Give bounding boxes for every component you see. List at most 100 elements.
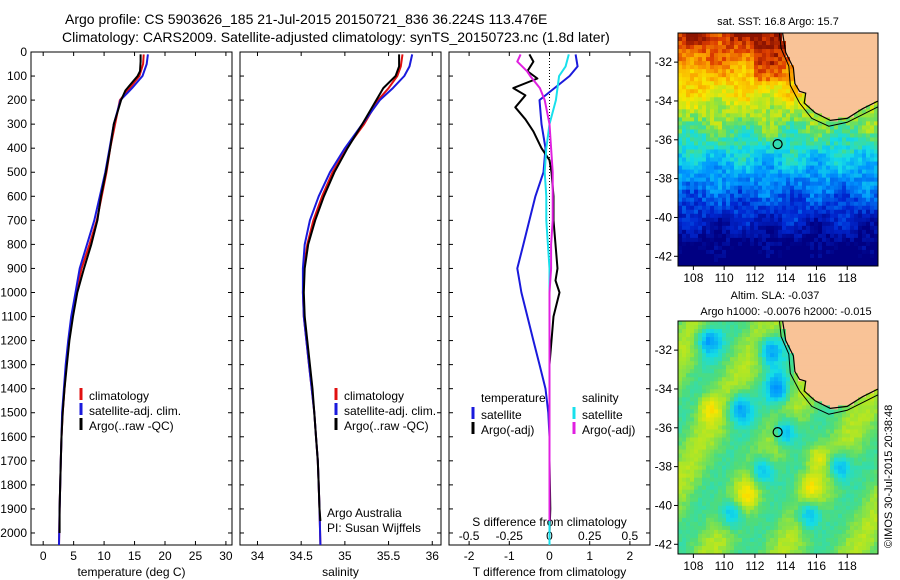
map-cell	[846, 205, 851, 211]
map-cell	[734, 533, 739, 539]
map-cell	[682, 229, 687, 235]
map-cell	[778, 257, 783, 263]
map-cell	[870, 53, 875, 58]
map-cell	[870, 69, 875, 74]
map-cell	[690, 113, 695, 118]
map-cell	[742, 73, 747, 78]
map-cell	[846, 137, 851, 142]
map-cell	[794, 133, 799, 138]
map-cell	[794, 345, 799, 350]
map-cell	[754, 529, 759, 535]
map-cell	[758, 93, 763, 98]
map-cell	[798, 485, 803, 491]
map-cell	[726, 353, 731, 358]
map-cell	[706, 461, 711, 467]
map-cell	[738, 381, 743, 386]
map-cell	[710, 225, 715, 231]
map-cell	[790, 133, 795, 138]
map-cell	[730, 61, 735, 66]
map-cell	[842, 37, 847, 42]
map-cell	[710, 397, 715, 402]
map-cell	[814, 253, 819, 259]
map-cell	[826, 97, 831, 102]
map-cell	[734, 401, 739, 406]
map-cell	[750, 185, 755, 191]
map-cell	[714, 533, 719, 539]
map-cell	[730, 69, 735, 74]
map-cell	[698, 321, 703, 326]
map-cell	[834, 197, 839, 203]
map-cell	[698, 473, 703, 479]
map-cell	[830, 165, 835, 170]
map-cell	[698, 201, 703, 207]
map-cell	[774, 129, 779, 134]
map-cell	[850, 209, 855, 215]
map-cell	[702, 33, 707, 38]
map-cell	[742, 373, 747, 378]
map-cell	[838, 33, 843, 38]
map-cell	[798, 489, 803, 495]
map-cell	[738, 225, 743, 231]
map-cell	[870, 129, 875, 134]
map-cell	[694, 513, 699, 519]
map-cell	[778, 365, 783, 370]
map-cell	[874, 197, 879, 203]
map-cell	[798, 233, 803, 239]
header-line2: Climatology: CARS2009. Satellite-adjuste…	[62, 29, 610, 45]
map-cell	[710, 201, 715, 207]
map-cell	[846, 229, 851, 235]
map-cell	[682, 93, 687, 98]
map-cell	[774, 417, 779, 422]
map-cell	[802, 177, 807, 183]
map-cell	[786, 125, 791, 130]
map-cell	[774, 345, 779, 350]
map-cell	[794, 413, 799, 418]
map-cell	[750, 169, 755, 175]
map-cell	[774, 69, 779, 74]
map-cell	[826, 109, 831, 114]
map-cell	[742, 349, 747, 354]
map-cell	[698, 253, 703, 259]
map-cell	[750, 53, 755, 58]
map-cell	[830, 237, 835, 243]
map-cell	[862, 121, 867, 126]
map-cell	[718, 421, 723, 426]
map-cell	[814, 33, 819, 38]
map-cell	[702, 57, 707, 62]
map-cell	[830, 129, 835, 134]
map-cell	[706, 169, 711, 175]
map-cell	[802, 85, 807, 90]
map-cell	[678, 509, 683, 515]
map-cell	[870, 141, 875, 146]
map-cell	[754, 33, 759, 38]
map-cell	[726, 145, 731, 150]
map-cell	[690, 345, 695, 350]
map-cell	[694, 193, 699, 199]
map-cell	[830, 257, 835, 263]
map-cell	[698, 249, 703, 255]
map-cell	[702, 81, 707, 86]
map-cell	[774, 197, 779, 203]
map-cell	[678, 397, 683, 402]
map-cell	[678, 421, 683, 426]
map-cell	[810, 113, 815, 118]
map-cell	[874, 109, 879, 114]
map-cell	[842, 45, 847, 50]
map-cell	[754, 185, 759, 191]
map-cell	[750, 125, 755, 130]
map-cell	[842, 41, 847, 46]
map-cell	[682, 501, 687, 507]
map-cell	[702, 401, 707, 406]
map-cell	[786, 509, 791, 515]
map-cell	[702, 405, 707, 410]
map-cell	[694, 213, 699, 219]
map-cell	[746, 529, 751, 535]
map-cell	[810, 73, 815, 78]
map-cell	[802, 33, 807, 38]
map-cell	[722, 473, 727, 479]
map-cell	[786, 337, 791, 342]
map-cell	[762, 205, 767, 211]
map-cell	[690, 325, 695, 330]
map-cell	[698, 165, 703, 170]
map-cell	[682, 253, 687, 259]
